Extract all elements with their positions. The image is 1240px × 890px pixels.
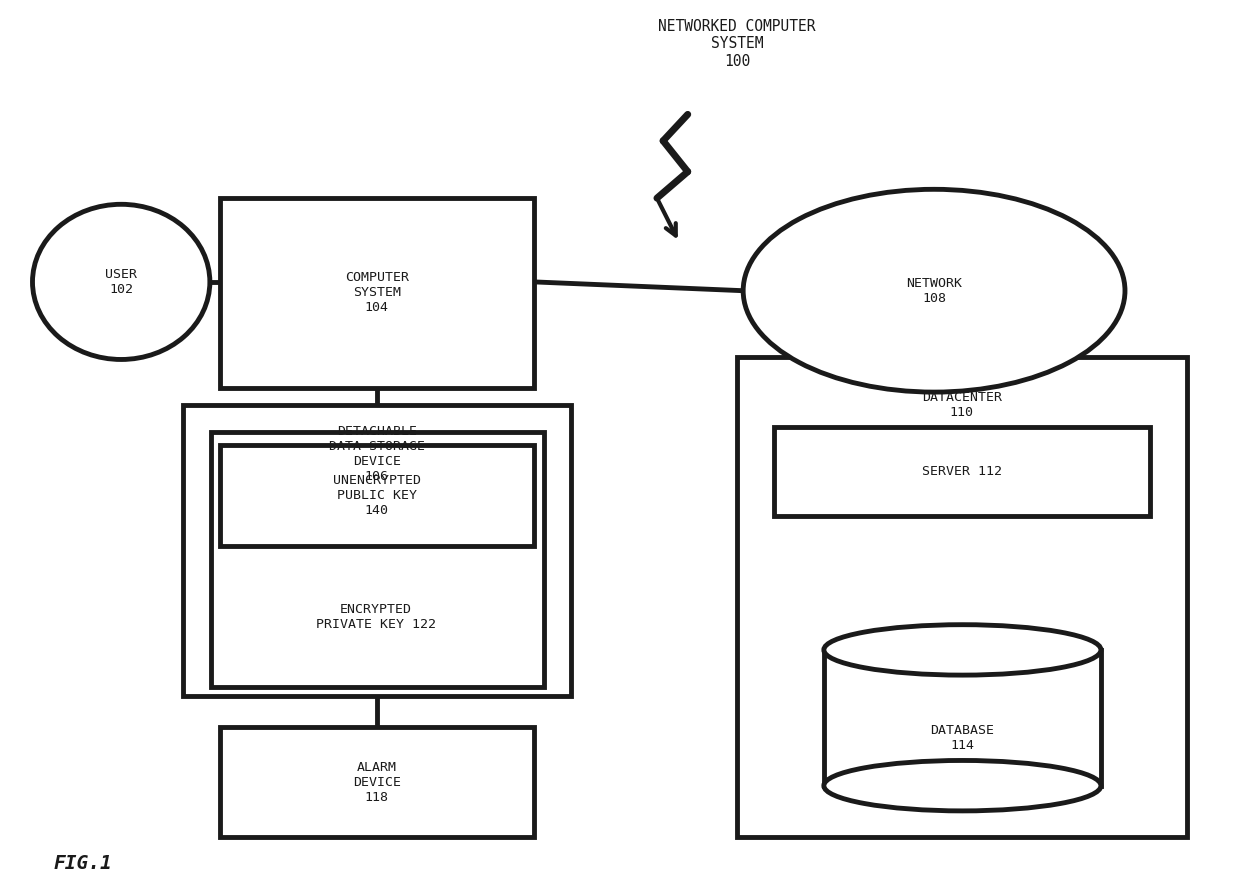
Text: DETACHABLE
DATA STORAGE
DEVICE
106: DETACHABLE DATA STORAGE DEVICE 106 bbox=[329, 425, 425, 482]
Text: ALARM
DEVICE
118: ALARM DEVICE 118 bbox=[352, 761, 401, 804]
Ellipse shape bbox=[32, 205, 210, 360]
Bar bbox=[211, 432, 543, 687]
Text: NETWORKED COMPUTER
SYSTEM
100: NETWORKED COMPUTER SYSTEM 100 bbox=[658, 19, 816, 69]
Text: COMPUTER
SYSTEM
104: COMPUTER SYSTEM 104 bbox=[345, 271, 409, 314]
Ellipse shape bbox=[823, 760, 1101, 811]
Bar bbox=[182, 405, 570, 696]
Text: NETWORK
108: NETWORK 108 bbox=[906, 277, 962, 304]
Text: ENCRYPTED
PRIVATE KEY 122: ENCRYPTED PRIVATE KEY 122 bbox=[316, 603, 436, 631]
Bar bbox=[823, 650, 1101, 786]
Text: FIG.1: FIG.1 bbox=[53, 854, 112, 872]
Text: USER
102: USER 102 bbox=[105, 268, 138, 295]
Ellipse shape bbox=[743, 190, 1125, 392]
Bar bbox=[737, 357, 1187, 837]
Text: UNENCRYPTED
PUBLIC KEY
140: UNENCRYPTED PUBLIC KEY 140 bbox=[332, 474, 420, 517]
Bar bbox=[774, 427, 1149, 515]
Ellipse shape bbox=[823, 625, 1101, 676]
Bar bbox=[219, 445, 533, 546]
Text: DATABASE
114: DATABASE 114 bbox=[930, 724, 994, 752]
Bar bbox=[219, 198, 533, 388]
Bar bbox=[219, 727, 533, 837]
Text: SERVER 112: SERVER 112 bbox=[921, 465, 1002, 478]
Text: DATACENTER
110: DATACENTER 110 bbox=[921, 392, 1002, 419]
